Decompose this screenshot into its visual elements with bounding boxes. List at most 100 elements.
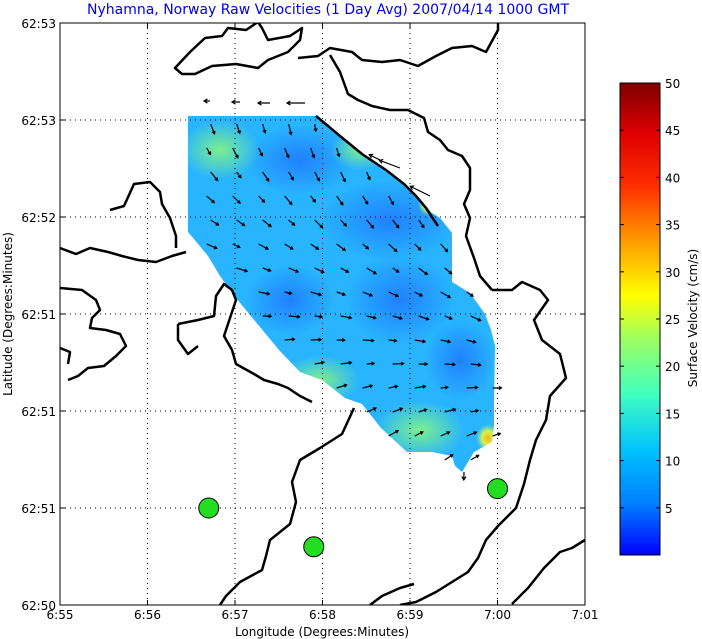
x-tick-label: 6:57 (222, 608, 249, 622)
velocity-arrow (210, 123, 216, 135)
x-tick-label: 6:59 (397, 608, 424, 622)
colorbar-tick-label: 20 (665, 360, 680, 374)
coastline-segment (60, 246, 187, 264)
velocity-arrow (461, 471, 467, 482)
velocity-arrow (340, 219, 348, 227)
velocity-arrow (262, 219, 272, 228)
velocity-arrow (288, 219, 296, 226)
velocity-arrow (414, 431, 424, 437)
velocity-arrow (368, 153, 381, 161)
velocity-arrow (388, 291, 400, 298)
velocity-arrow (232, 147, 239, 159)
coastline-segment (60, 286, 128, 382)
site-markers (198, 478, 508, 558)
slow-region (345, 255, 455, 345)
slow-region (245, 125, 355, 195)
velocity-arrow (444, 454, 454, 461)
colorbar-tick-label: 40 (665, 171, 680, 185)
velocity-arrow (409, 185, 431, 197)
velocity-arrow (366, 315, 377, 320)
x-tick-label: 6:55 (47, 608, 74, 622)
velocity-arrow (258, 291, 271, 296)
velocity-arrow (392, 361, 405, 366)
colorbar-tick-label: 35 (665, 219, 680, 233)
velocity-arrow (230, 99, 241, 105)
site-marker (303, 536, 325, 558)
velocity-arrow (236, 267, 249, 273)
velocity-arrow (388, 195, 395, 206)
grid-lines (60, 23, 585, 605)
x-tick-label: 6:56 (134, 608, 161, 622)
velocity-arrow (362, 384, 374, 389)
velocity-arrow (284, 337, 296, 342)
velocity-arrow (288, 123, 293, 136)
velocity-arrow (414, 339, 427, 344)
velocity-arrow (392, 219, 400, 229)
velocity-arrow (232, 243, 241, 249)
velocity-arrow (288, 314, 301, 319)
x-axis: 6:55 6:56 6:57 6:58 6:59 7:00 7:01 (47, 23, 598, 622)
coastline-segment (297, 23, 500, 68)
coastline-segment (315, 115, 440, 227)
velocity-arrow (392, 315, 403, 320)
velocity-arrow (258, 195, 266, 203)
velocity-arrow (206, 243, 218, 250)
velocity-arrow (414, 384, 427, 389)
velocity-arrow (314, 314, 324, 319)
velocity-arrow (262, 267, 272, 273)
velocity-arrow (414, 243, 422, 251)
velocity-arrow (362, 195, 369, 205)
velocity-arrow (314, 219, 324, 229)
velocity-arrow (366, 361, 376, 366)
colorbar-tick-label: 5 (665, 502, 673, 516)
velocity-arrow (336, 243, 347, 252)
velocity-arrow (366, 219, 375, 229)
velocity-arrow (440, 243, 449, 253)
colorbar-ticks: 5 10 15 20 25 30 35 40 45 50 (620, 77, 680, 516)
colorbar-tick-label: 25 (665, 313, 680, 327)
velocity-arrow (362, 338, 375, 343)
colorbar-tick-label: 15 (665, 407, 680, 421)
coastline-segment (369, 582, 415, 605)
velocity-arrow (440, 291, 452, 299)
velocity-arrow (414, 291, 424, 297)
velocity-arrow (284, 243, 294, 250)
velocity-arrow (366, 267, 377, 275)
velocity-arrow (210, 171, 219, 182)
coastline-segment (176, 324, 199, 356)
velocity-arrow (444, 362, 457, 367)
velocity-arrow (362, 291, 374, 297)
coastline (60, 23, 585, 605)
velocity-arrow (418, 267, 429, 276)
velocity-arrow (336, 147, 341, 158)
velocity-arrow (206, 195, 216, 204)
velocity-arrow (466, 291, 474, 297)
velocity-arrow (492, 385, 503, 391)
velocity-arrow (466, 339, 477, 344)
velocity-arrow (262, 171, 270, 182)
velocity-arrow (262, 314, 273, 319)
y-tick-label: 62:51 (21, 502, 56, 516)
velocity-arrow (392, 407, 404, 413)
velocity-arrow (340, 171, 347, 183)
velocity-arrow (210, 219, 220, 226)
velocity-arrow (388, 243, 398, 253)
velocity-arrow (418, 362, 429, 367)
velocity-arrow (388, 429, 400, 437)
velocity-arrow (444, 267, 453, 275)
chart-title: Nyhamna, Norway Raw Velocities (1 Day Av… (87, 2, 569, 18)
y-tick-label: 62:51 (21, 308, 56, 322)
velocity-arrow (466, 431, 478, 437)
velocity-arrow (340, 360, 353, 365)
velocity-arrow (444, 407, 457, 413)
velocity-arrow (366, 171, 371, 181)
velocity-arrow (256, 100, 271, 106)
colorbar-tick-label: 30 (665, 266, 680, 280)
x-tick-label: 6:58 (309, 608, 336, 622)
velocity-arrow (392, 267, 400, 273)
site-marker (198, 497, 220, 519)
velocity-arrow (284, 291, 293, 296)
colorbar-gradient (619, 82, 661, 556)
colorbar-tick-label: 10 (665, 455, 680, 469)
